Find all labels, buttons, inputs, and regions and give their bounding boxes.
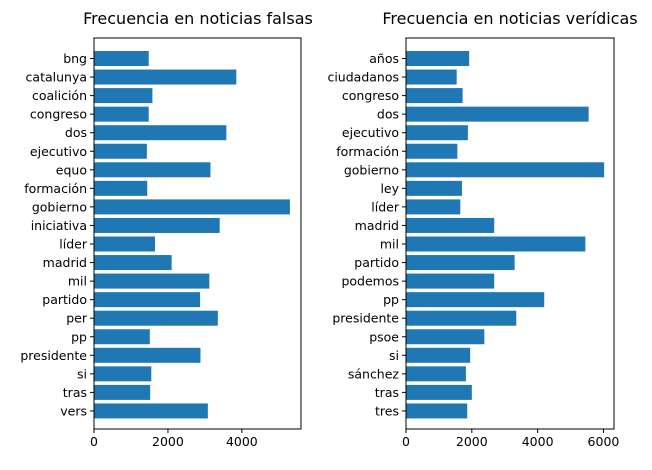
- chart-panel-2: Frecuencia en noticias verídicas años ciud…: [327, 9, 637, 449]
- y-tick-label-presidente: presidente: [332, 311, 399, 326]
- y-tick-label-mil: mil: [380, 237, 399, 252]
- y-tick-label-ley: ley: [380, 181, 399, 196]
- y-tick-label-mil: mil: [68, 274, 87, 289]
- bar-mil: [94, 273, 210, 289]
- y-tick-label-tres: tres: [375, 403, 399, 418]
- bar-tres: [406, 403, 468, 419]
- y-tick-label-dos: dos: [377, 107, 399, 122]
- bar-líder: [94, 236, 155, 252]
- bar-madrid: [406, 217, 495, 233]
- bar-vers: [94, 403, 208, 419]
- bar-líder: [406, 199, 461, 215]
- y-tick-label-tras: tras: [63, 385, 87, 400]
- y-tick-label-líder: líder: [59, 237, 88, 252]
- bar-tras: [406, 384, 472, 400]
- x-tick-label: 2000: [456, 434, 488, 449]
- bar-equo: [94, 162, 211, 178]
- y-tick-label-madrid: madrid: [43, 255, 87, 270]
- axes-frame: [93, 37, 302, 430]
- bar-formación: [94, 180, 148, 196]
- chart-panel-1: Frecuencia en noticias falsas bng cataluny…: [20, 9, 312, 449]
- y-tick-label-psoe: psoe: [369, 329, 399, 344]
- y-tick-label-formación: formación: [24, 181, 87, 196]
- bar-si: [406, 347, 471, 363]
- x-tick-label: 6000: [588, 434, 620, 449]
- bar-presidente: [94, 347, 201, 363]
- y-tick-label-líder: líder: [371, 199, 400, 214]
- bar-iniciativa: [94, 217, 220, 233]
- bar-mil: [406, 236, 586, 252]
- y-tick-label-podemos: podemos: [341, 274, 399, 289]
- x-tick-label: 4000: [226, 434, 258, 449]
- y-tick-label-años: años: [369, 51, 399, 66]
- bar-partido: [406, 255, 515, 271]
- y-tick-label-catalunya: catalunya: [26, 70, 87, 85]
- y-tick-label-partido: partido: [354, 255, 399, 270]
- y-tick-label-ciudadanos: ciudadanos: [327, 70, 399, 85]
- bar-gobierno: [94, 199, 290, 215]
- y-tick-label-si: si: [77, 366, 87, 381]
- bar-tras: [94, 384, 151, 400]
- bar-años: [406, 51, 470, 66]
- x-tick-label: 0: [402, 434, 410, 449]
- y-tick-label-partido: partido: [42, 292, 87, 307]
- bar-formación: [406, 143, 458, 159]
- bar-psoe: [406, 329, 485, 345]
- axes-frame: [405, 37, 615, 430]
- y-tick-label-gobierno: gobierno: [344, 162, 399, 177]
- y-tick-label-per: per: [66, 311, 88, 326]
- chart-title: Frecuencia en noticias falsas: [83, 9, 313, 28]
- y-tick-label-bng: bng: [63, 51, 87, 66]
- bar-per: [94, 310, 218, 326]
- bar-coalición: [94, 88, 153, 104]
- bar-congreso: [94, 106, 149, 122]
- y-tick-label-congreso: congreso: [30, 107, 87, 122]
- bar-pp: [406, 292, 545, 308]
- chart-title: Frecuencia en noticias verídicas: [382, 9, 637, 28]
- x-tick-label: 0: [90, 434, 98, 449]
- y-tick-label-tras: tras: [375, 385, 399, 400]
- bar-dos: [406, 106, 589, 122]
- bar-ciudadanos: [406, 69, 457, 85]
- y-tick-label-pp: pp: [71, 329, 87, 344]
- y-tick-label-vers: vers: [60, 403, 87, 418]
- y-tick-label-pp: pp: [383, 292, 399, 307]
- y-tick-label-formación: formación: [336, 144, 399, 159]
- bar-partido: [94, 292, 201, 308]
- y-tick-label-dos: dos: [65, 125, 87, 140]
- y-tick-label-ejecutivo: ejecutivo: [30, 144, 87, 159]
- x-tick-label: 2000: [152, 434, 184, 449]
- bar-gobierno: [406, 162, 605, 178]
- bar-podemos: [406, 273, 495, 289]
- y-tick-label-madrid: madrid: [355, 218, 399, 233]
- bar-pp: [94, 329, 150, 345]
- bar-bng: [94, 51, 149, 66]
- y-tick-label-iniciativa: iniciativa: [31, 218, 87, 233]
- y-tick-label-sánchez: sánchez: [348, 366, 400, 381]
- bar-dos: [94, 125, 227, 141]
- bar-si: [94, 366, 152, 382]
- bar-madrid: [94, 255, 172, 271]
- y-tick-label-ejecutivo: ejecutivo: [342, 125, 399, 140]
- bar-ejecutivo: [94, 143, 147, 159]
- bar-ley: [406, 180, 462, 196]
- bar-congreso: [406, 88, 463, 104]
- x-tick-label: 4000: [522, 434, 554, 449]
- y-tick-label-coalición: coalición: [32, 88, 87, 103]
- y-tick-label-presidente: presidente: [20, 348, 87, 363]
- bar-presidente: [406, 310, 517, 326]
- y-tick-label-gobierno: gobierno: [32, 199, 87, 214]
- y-tick-label-equo: equo: [56, 162, 87, 177]
- y-tick-label-si: si: [389, 348, 399, 363]
- bar-ejecutivo: [406, 125, 468, 141]
- y-tick-label-congreso: congreso: [342, 88, 399, 103]
- bar-sánchez: [406, 366, 466, 382]
- bar-catalunya: [94, 69, 237, 85]
